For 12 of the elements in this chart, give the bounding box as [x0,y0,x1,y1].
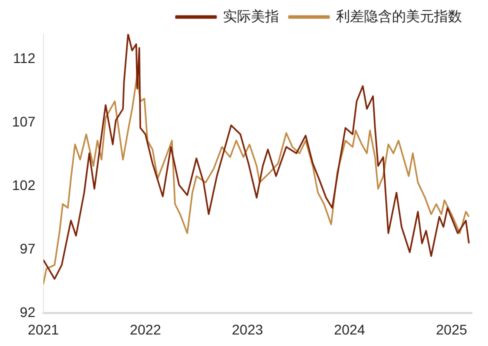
x-tick-label: 2022 [130,321,162,338]
x-tick-label: 2025 [436,321,468,338]
x-tick-label: 2021 [28,321,60,338]
y-tick-label: 97 [20,240,36,257]
x-tick-label: 2023 [232,321,264,338]
y-tick-label: 92 [20,304,36,320]
legend-label: 利差隐含的美元指数 [336,8,462,24]
y-tick-label: 112 [13,50,36,66]
legend-label: 实际美指 [223,8,279,24]
y-tick-label: 107 [12,114,36,130]
x-tick-label: 2024 [334,321,366,338]
y-tick-label: 102 [12,177,36,194]
